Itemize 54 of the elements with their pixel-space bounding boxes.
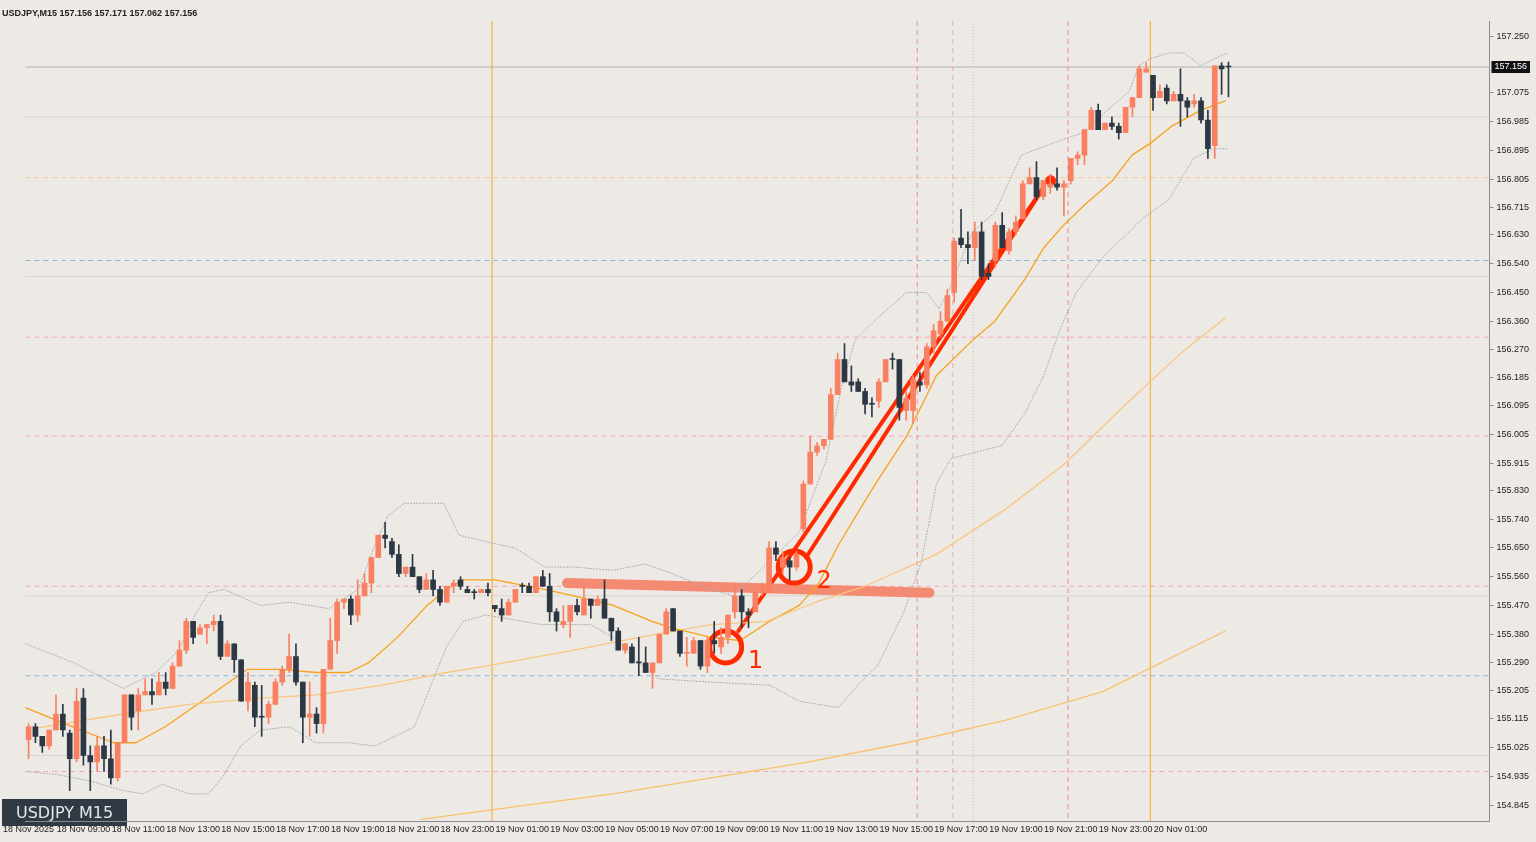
y-tick-label: 155.380 bbox=[1496, 628, 1530, 639]
y-tick-label: 156.805 bbox=[1496, 173, 1530, 184]
y-tick-label: 155.205 bbox=[1496, 684, 1530, 695]
y-tick-label: 157.075 bbox=[1496, 87, 1530, 98]
x-tick-label: 18 Nov 15:00 bbox=[221, 823, 275, 834]
x-tick-label: 18 Nov 11:00 bbox=[111, 823, 165, 834]
ref-line-label: 157.156 bbox=[1494, 61, 1528, 72]
y-tick-label: 156.985 bbox=[1496, 116, 1530, 127]
y-tick-label: 156.005 bbox=[1496, 429, 1530, 440]
x-tick-label: 19 Nov 09:00 bbox=[714, 823, 769, 834]
x-tick-label: 19 Nov 13:00 bbox=[824, 823, 879, 834]
y-tick-label: 156.360 bbox=[1496, 315, 1530, 326]
x-tick-label: 19 Nov 05:00 bbox=[605, 823, 659, 834]
x-tick-label: 19 Nov 21:00 bbox=[1043, 823, 1098, 834]
annotation: 1 bbox=[748, 646, 764, 675]
y-tick-label: 156.895 bbox=[1496, 144, 1530, 155]
annotation: USDJPY M15 bbox=[16, 803, 114, 822]
x-tick-label: 19 Nov 23:00 bbox=[1098, 823, 1153, 834]
y-tick-label: 154.845 bbox=[1496, 799, 1530, 810]
y-tick-label: 154.935 bbox=[1496, 770, 1530, 781]
y-tick-label: 155.025 bbox=[1496, 742, 1530, 753]
y-tick-label: 155.650 bbox=[1496, 542, 1530, 553]
x-tick-label: 19 Nov 11:00 bbox=[770, 823, 823, 834]
x-tick-label: 19 Nov 03:00 bbox=[550, 823, 604, 834]
x-tick-label: 18 Nov 19:00 bbox=[330, 823, 385, 834]
x-tick-label: 18 Nov 09:00 bbox=[56, 823, 111, 834]
y-tick-label: 155.290 bbox=[1496, 657, 1530, 668]
y-tick-label: 155.115 bbox=[1496, 713, 1529, 724]
x-tick-label: 19 Nov 15:00 bbox=[879, 823, 933, 834]
y-tick-label: 155.560 bbox=[1496, 571, 1530, 582]
x-tick-label: 19 Nov 07:00 bbox=[660, 823, 714, 834]
x-tick-label: 18 Nov 17:00 bbox=[276, 823, 330, 834]
x-tick-label: 19 Nov 19:00 bbox=[989, 823, 1043, 834]
x-tick-label: 18 Nov 21:00 bbox=[385, 823, 440, 834]
y-tick-label: 156.270 bbox=[1496, 344, 1530, 355]
x-tick-label: 18 Nov 23:00 bbox=[440, 823, 495, 834]
y-tick-label: 156.095 bbox=[1496, 400, 1530, 411]
x-tick-label: 19 Nov 01:00 bbox=[495, 823, 550, 834]
y-tick-label: 155.915 bbox=[1496, 457, 1530, 468]
y-tick-label: 156.715 bbox=[1496, 202, 1530, 213]
y-tick-label: 155.830 bbox=[1496, 484, 1530, 495]
x-tick-label: 20 Nov 01:00 bbox=[1153, 823, 1208, 834]
x-tick-label: 19 Nov 17:00 bbox=[934, 823, 988, 834]
y-tick-label: 156.450 bbox=[1496, 286, 1530, 297]
x-tick-label: 18 Nov 13:00 bbox=[166, 823, 220, 834]
y-tick-label: 155.740 bbox=[1496, 513, 1530, 524]
chart-title: USDJPY,M15 157.156 157.171 157.062 157.156 bbox=[2, 8, 198, 19]
x-tick-label: 18 Nov 2025 bbox=[3, 823, 55, 834]
y-tick-label: 155.470 bbox=[1496, 599, 1530, 610]
y-tick-label: 156.185 bbox=[1496, 371, 1530, 382]
y-tick-label: 156.630 bbox=[1496, 229, 1530, 240]
annotation: 2 bbox=[816, 566, 832, 595]
y-tick-label: 157.250 bbox=[1496, 31, 1530, 42]
y-tick-label: 156.540 bbox=[1496, 258, 1530, 269]
